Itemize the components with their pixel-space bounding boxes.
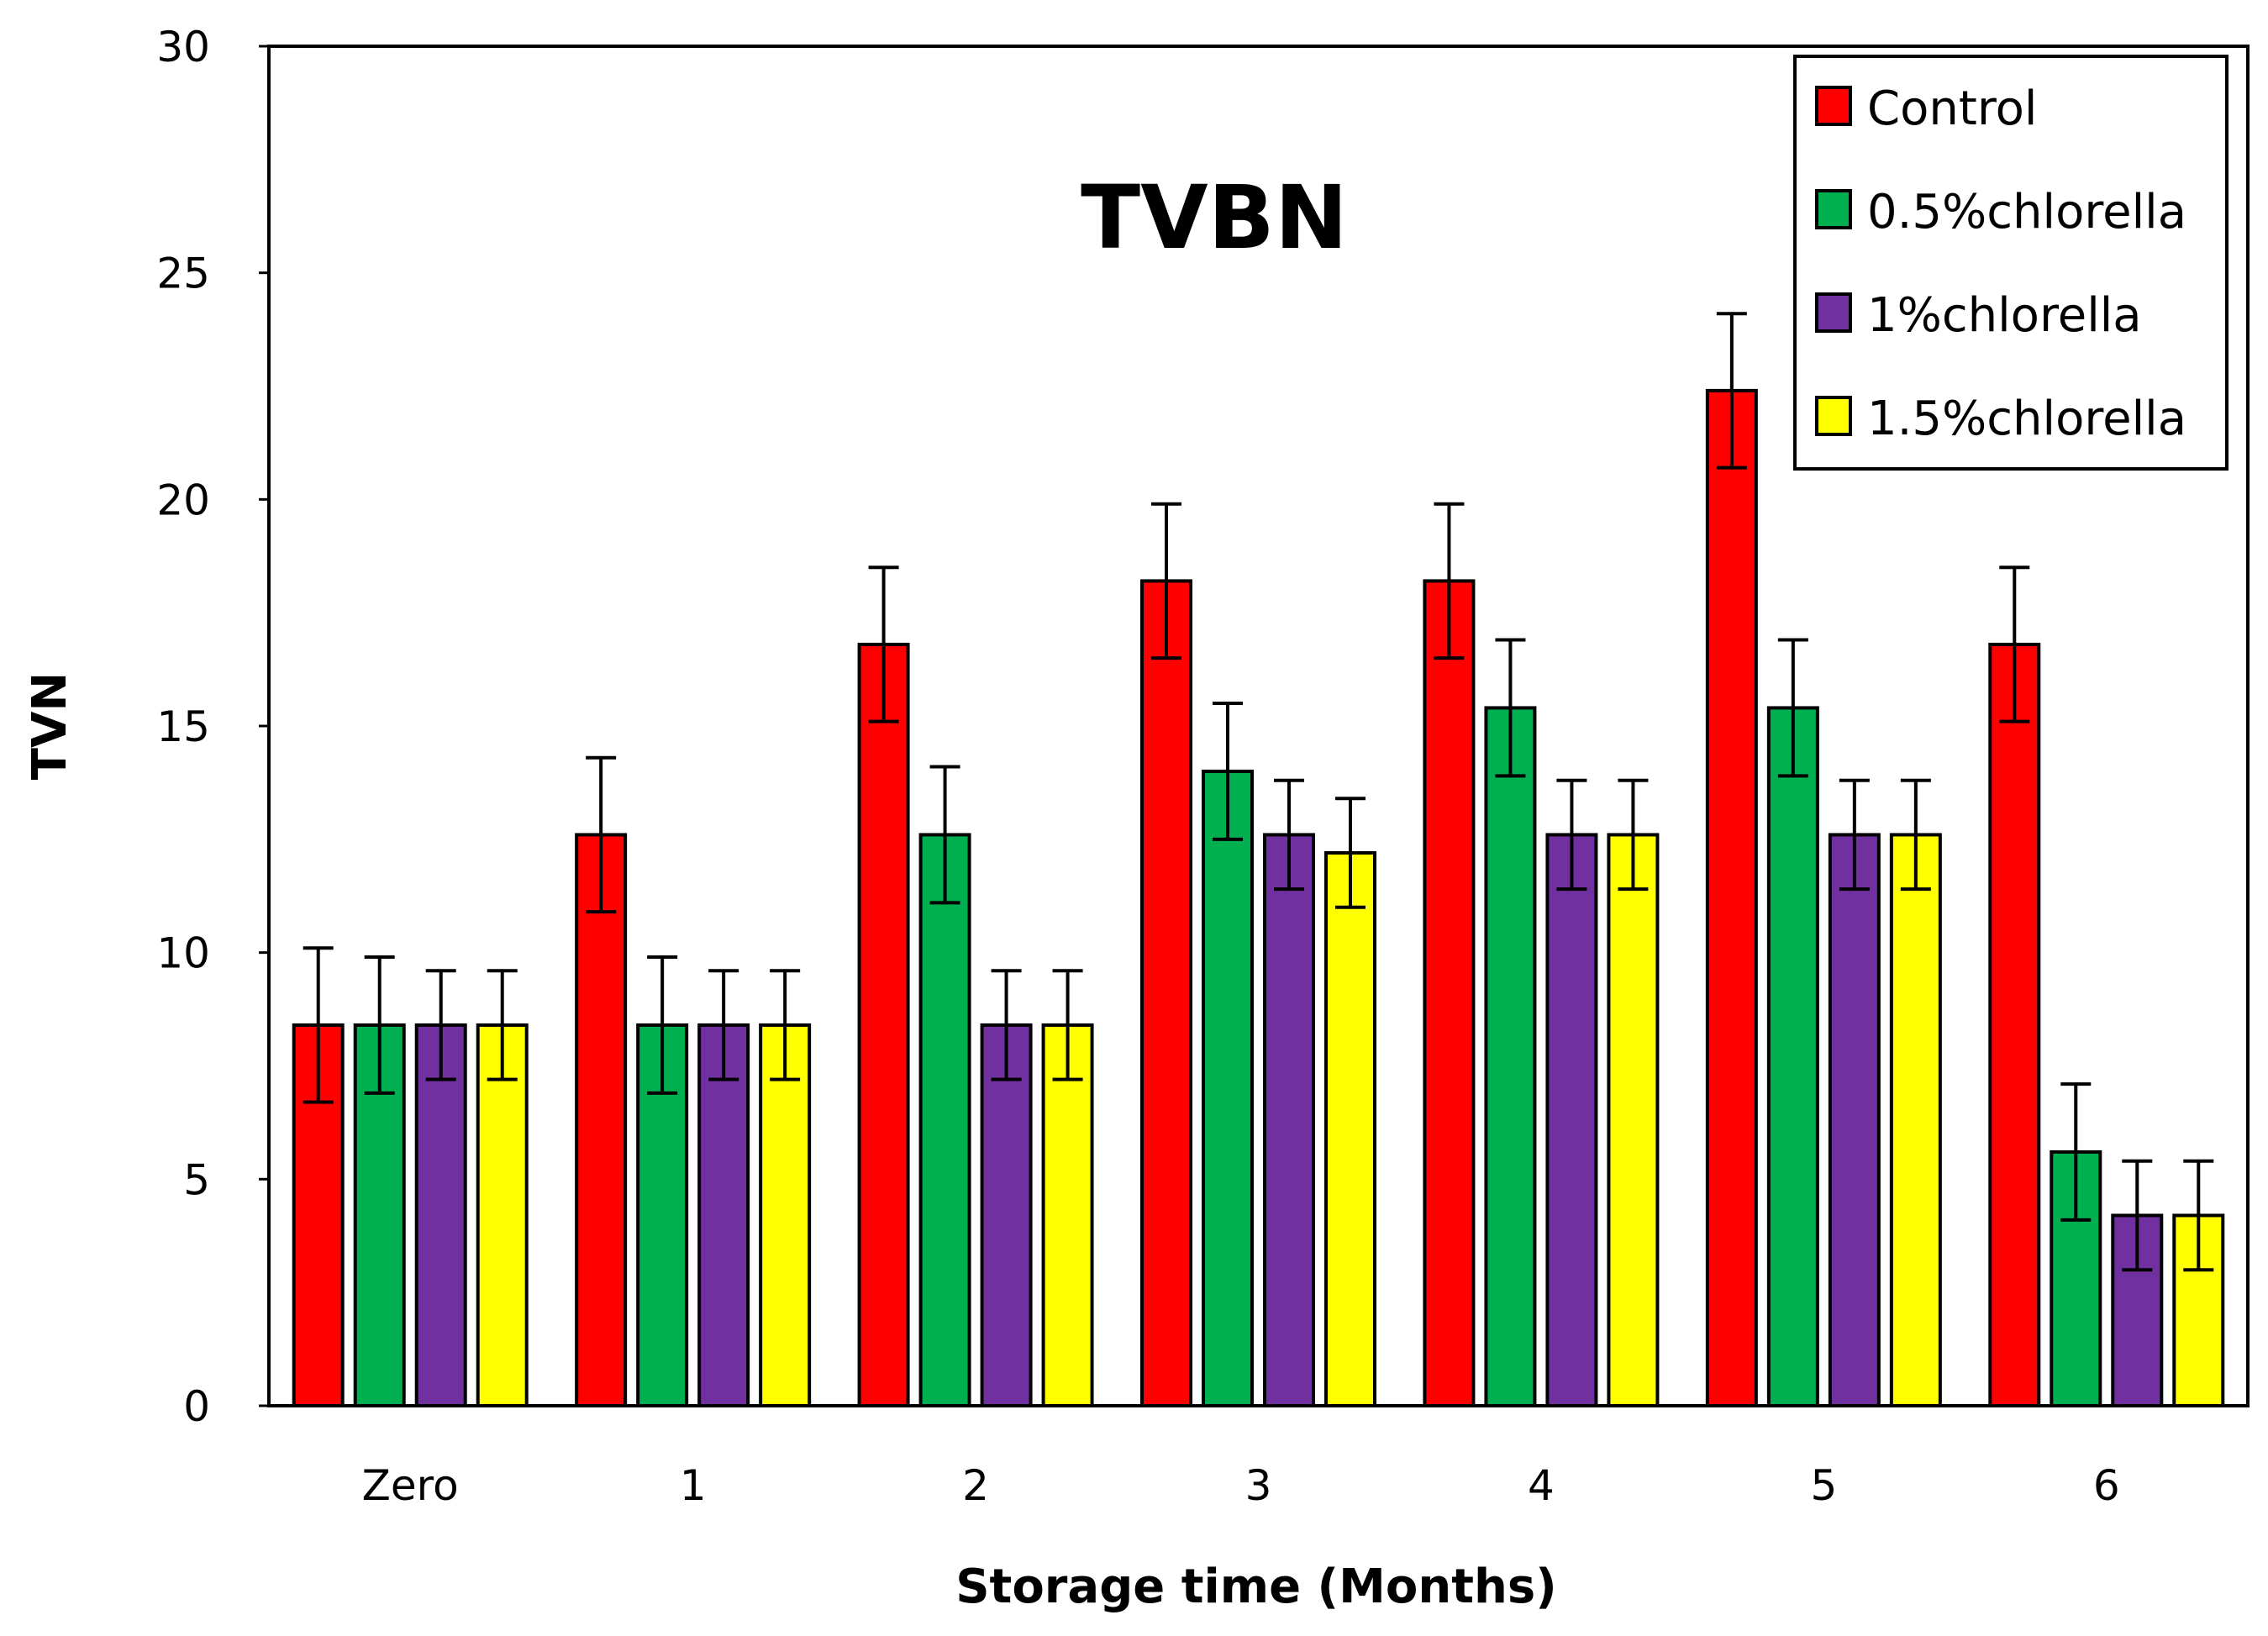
bar xyxy=(918,833,971,1407)
bar xyxy=(1828,833,1881,1407)
bars-layer xyxy=(292,388,2225,1408)
x-tick-label: Zero xyxy=(362,1461,459,1510)
x-tick-label: 5 xyxy=(1810,1461,1837,1510)
bar xyxy=(1324,851,1376,1407)
legend-swatch xyxy=(1815,292,1852,333)
legend-frame xyxy=(1793,55,2229,471)
x-tick-label: 6 xyxy=(2093,1461,2120,1510)
x-tick-label: 4 xyxy=(1528,1461,1555,1510)
x-axis-title: Storage time (Months) xyxy=(955,1560,1557,1614)
legend-swatch xyxy=(1815,396,1852,436)
bar xyxy=(2050,1149,2102,1408)
legend-label: 1.5%chlorella xyxy=(1867,392,2186,446)
bar xyxy=(1202,769,1254,1407)
legend-label: 0.5%chlorella xyxy=(1867,185,2186,239)
bar xyxy=(1484,706,1537,1407)
legend: Control 0.5%chlorella 1%chlorella 1.5%chlor… xyxy=(1793,55,2229,471)
error-bars-layer xyxy=(303,312,2214,1272)
chart-title: TVBN xyxy=(1081,166,1348,269)
bar xyxy=(1766,706,1819,1407)
bar xyxy=(1041,1023,1094,1407)
bar xyxy=(1263,833,1315,1407)
bar xyxy=(857,642,910,1407)
bar xyxy=(414,1023,467,1407)
bar xyxy=(1988,642,2041,1407)
legend-swatch xyxy=(1815,189,1852,229)
y-tick-label: 5 xyxy=(183,1155,210,1204)
bar xyxy=(759,1023,812,1407)
y-axis-title: TVN xyxy=(23,672,77,780)
bar xyxy=(575,833,628,1407)
y-tick-label: 20 xyxy=(156,476,210,524)
x-tick-label: 3 xyxy=(1245,1461,1272,1510)
legend-items: Control 0.5%chlorella 1%chlorella 1.5%chlor… xyxy=(1815,82,2186,446)
bar xyxy=(697,1023,750,1407)
x-tick-label: 2 xyxy=(962,1461,989,1510)
y-tick-label: 0 xyxy=(183,1382,210,1431)
bar xyxy=(1889,833,1942,1407)
y-tick-label: 30 xyxy=(156,23,210,71)
y-tick-label: 15 xyxy=(156,702,210,751)
x-tick-label: 1 xyxy=(680,1461,707,1510)
y-tick-label: 10 xyxy=(156,929,210,978)
y-tick-label: 25 xyxy=(156,250,210,298)
legend-label: 1%chlorella xyxy=(1867,288,2142,343)
legend-label: Control xyxy=(1867,82,2037,136)
legend-swatch xyxy=(1815,86,1852,126)
bar xyxy=(1607,833,1660,1407)
bar xyxy=(1705,388,1758,1408)
x-axis-ticks: Zero 1 2 3 4 5 6 xyxy=(362,1461,2120,1510)
bar xyxy=(1423,579,1476,1407)
bar xyxy=(1545,833,1598,1407)
bar xyxy=(476,1023,529,1407)
y-axis-ticks: 0 5 10 15 20 25 30 xyxy=(156,23,269,1431)
bar xyxy=(980,1023,1033,1407)
bar xyxy=(1140,579,1192,1407)
